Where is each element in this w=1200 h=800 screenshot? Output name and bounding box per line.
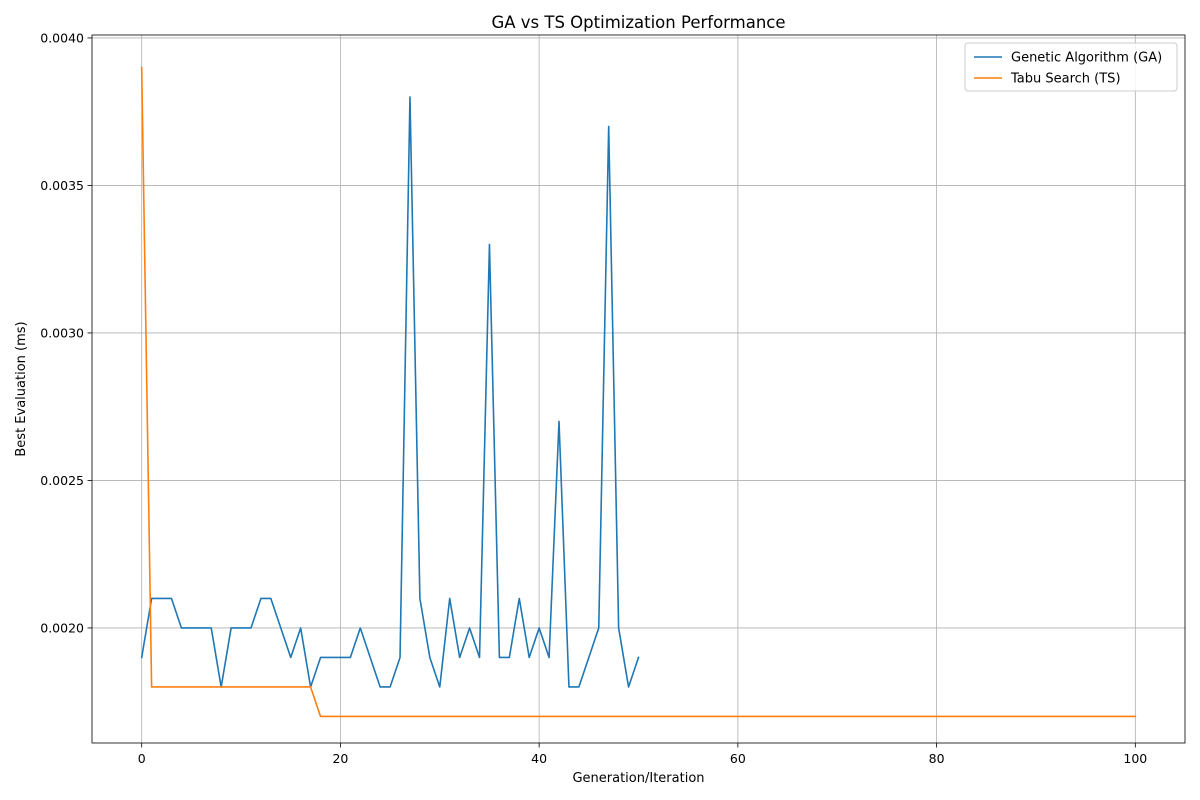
x-tick-label: 20 — [332, 751, 348, 766]
chart-title: GA vs TS Optimization Performance — [491, 13, 785, 32]
grid — [92, 35, 1185, 743]
ticks: 0 20 40 60 80 100 0.0020 0.0025 0.0030 0.0035 0.00… — [40, 30, 1147, 766]
series-line-ga — [140, 96, 640, 688]
y-tick-label: 0.0025 — [40, 473, 84, 488]
axes-frame — [91, 34, 1186, 744]
x-tick-label: 60 — [730, 751, 746, 766]
y-tick-label: 0.0040 — [40, 30, 84, 45]
plot-series — [140, 66, 1137, 718]
y-tick-label: 0.0020 — [40, 620, 84, 635]
legend-box — [964, 42, 1178, 92]
x-tick-label: 0 — [138, 751, 146, 766]
x-tick-label: 100 — [1123, 751, 1147, 766]
y-tick-label: 0.0035 — [40, 178, 84, 193]
legend-label-ts: Tabu Search (TS) — [1010, 72, 1121, 87]
x-tick-label: 80 — [929, 751, 945, 766]
x-tick-label: 40 — [531, 751, 547, 766]
y-tick-label: 0.0030 — [40, 325, 84, 340]
legend: Genetic Algorithm (GA) Tabu Search (TS) — [964, 42, 1178, 92]
legend-label-ga: Genetic Algorithm (GA) — [1011, 51, 1162, 66]
y-axis-label: Best Evaluation (ms) — [14, 321, 29, 456]
x-axis-label: Generation/Iteration — [572, 771, 704, 786]
series-line-ts — [140, 66, 1137, 718]
